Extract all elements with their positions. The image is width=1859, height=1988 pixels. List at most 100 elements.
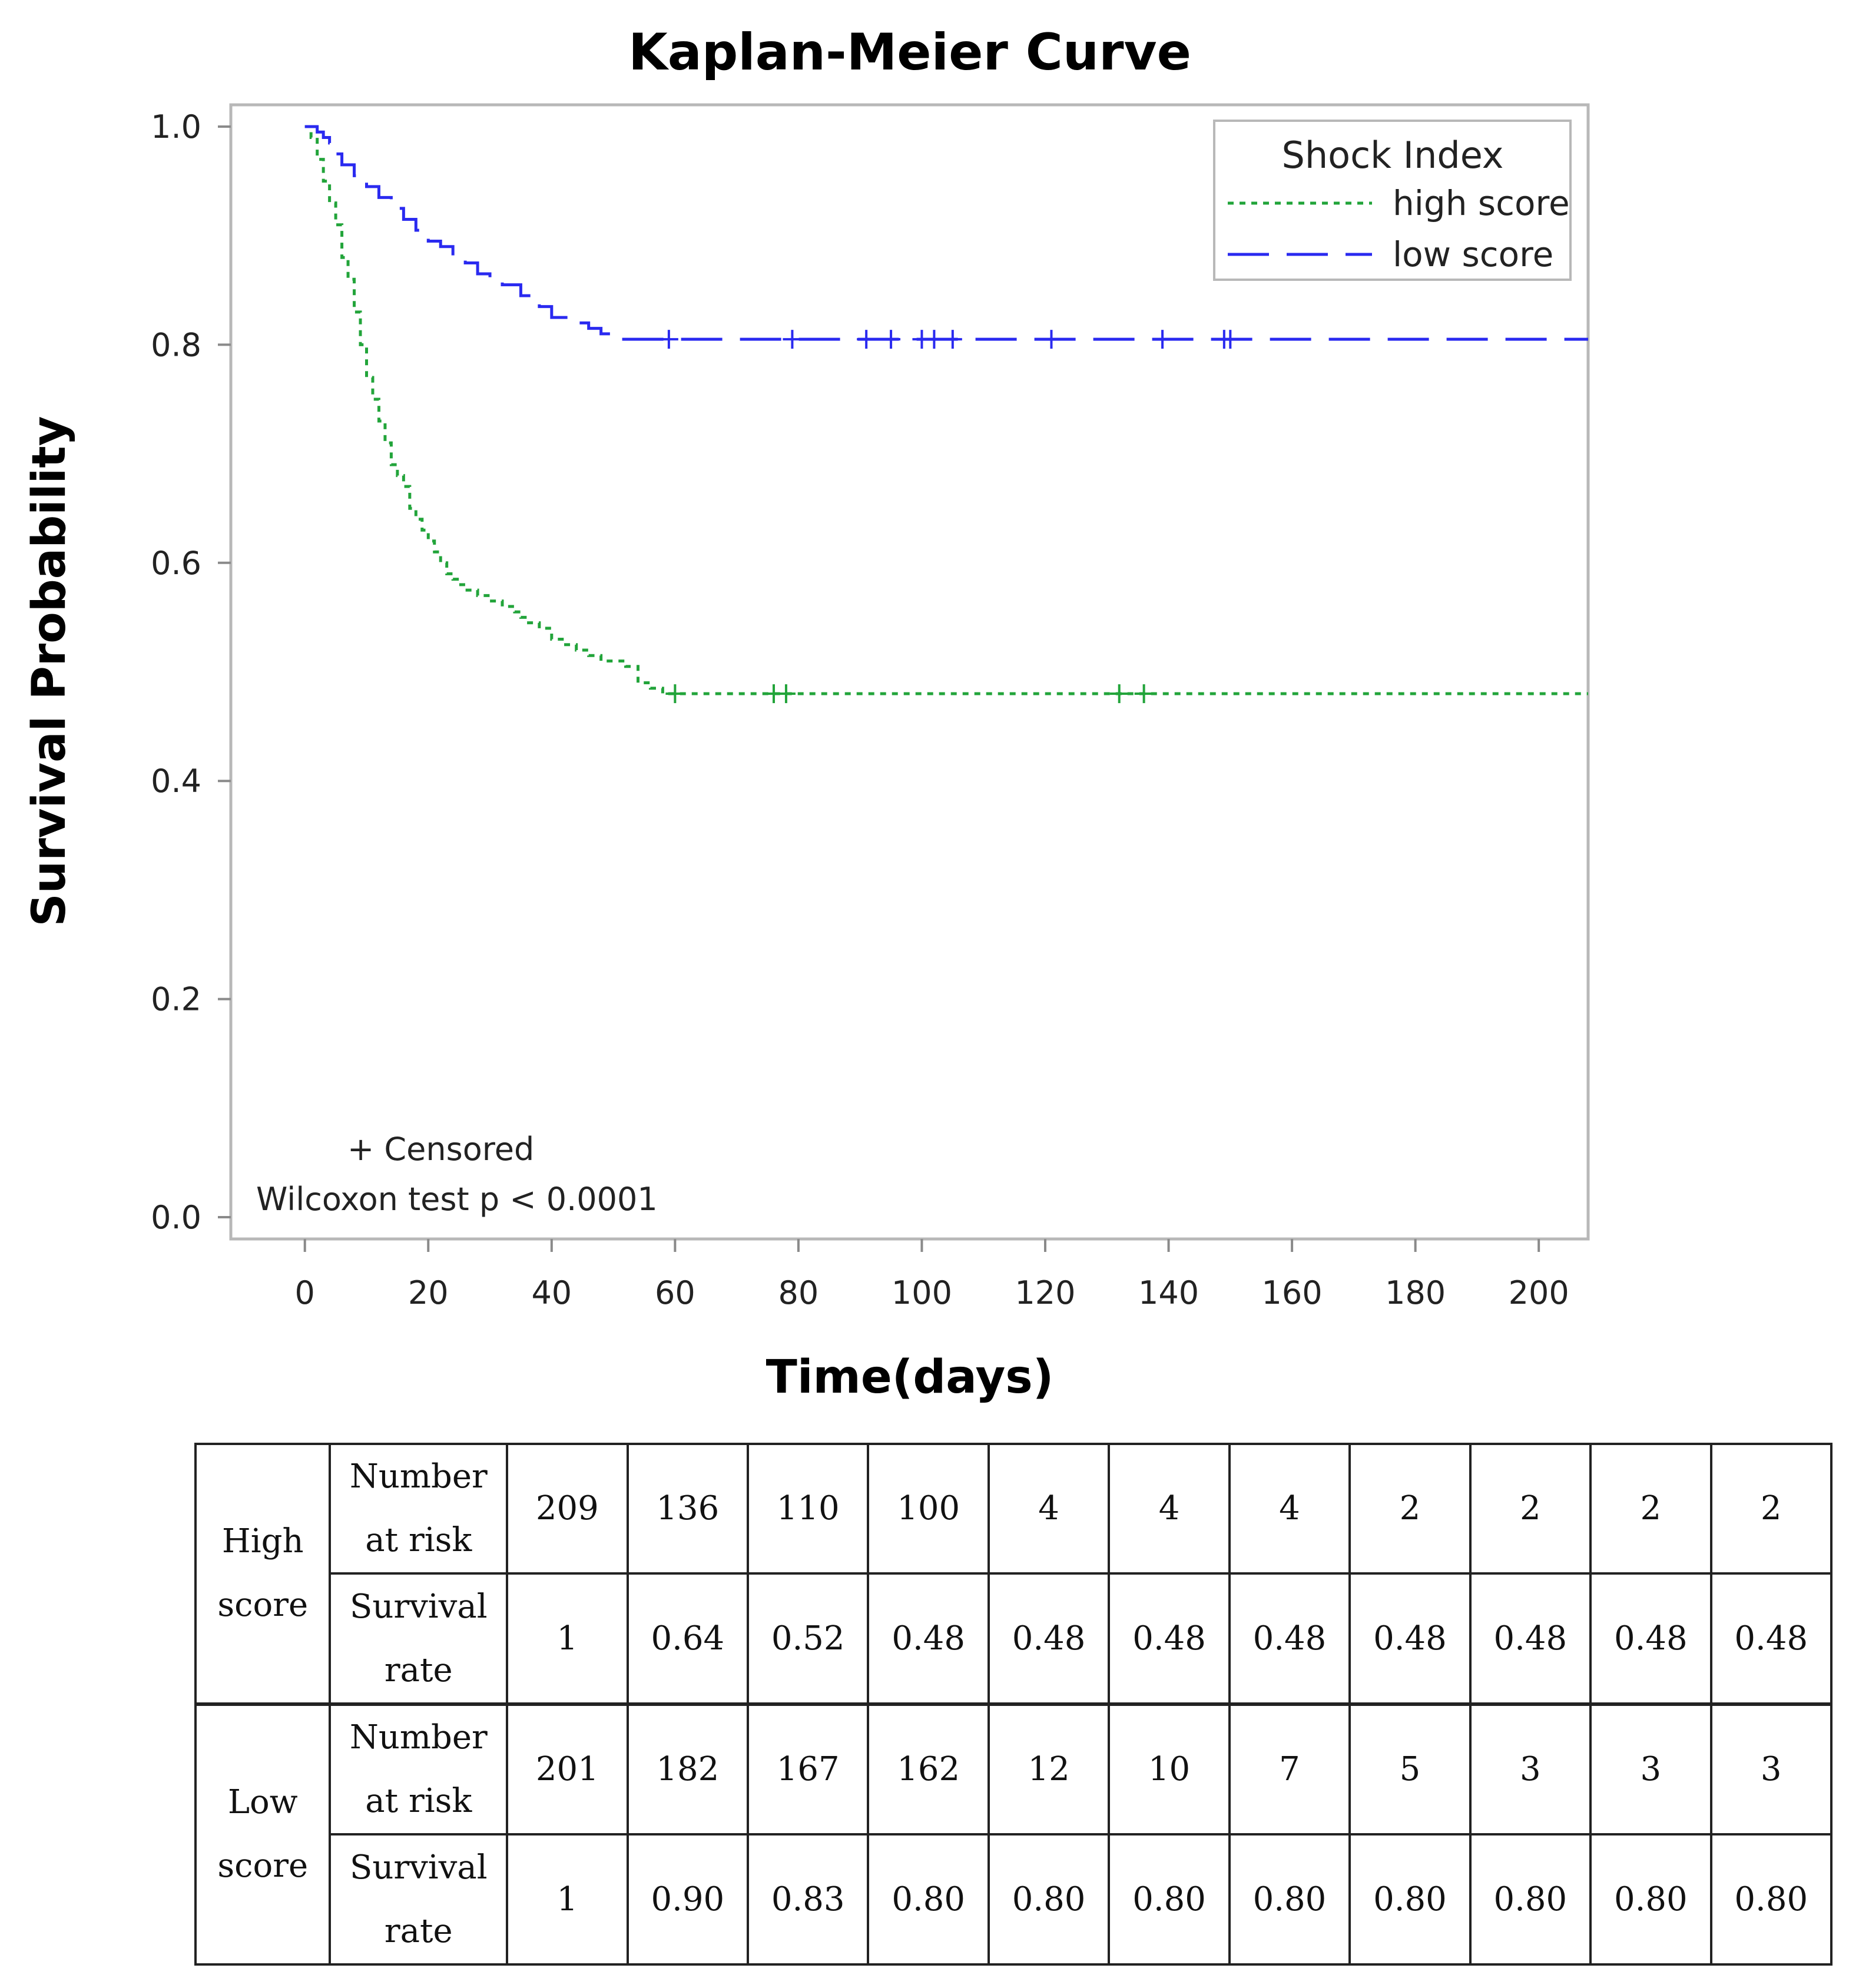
table-cell: 7 xyxy=(1228,1702,1351,1836)
chart-title: Kaplan-Meier Curve xyxy=(628,23,1191,82)
table-cell: 0.48 xyxy=(1348,1572,1472,1705)
table-cell: 0.64 xyxy=(626,1572,750,1705)
table-cell: 209 xyxy=(506,1442,629,1575)
series-layer xyxy=(304,125,1588,695)
table-cell: 167 xyxy=(746,1702,870,1836)
table-cell: 0.80 xyxy=(1589,1833,1712,1966)
legend-box xyxy=(1213,120,1572,281)
row-label-line: at risk xyxy=(365,1521,472,1560)
table-cell: 1 xyxy=(506,1833,629,1966)
table-cell: 0.80 xyxy=(1709,1833,1833,1966)
x-tick-label: 180 xyxy=(1385,1274,1446,1311)
table-cell: 0.48 xyxy=(1108,1572,1231,1705)
group-label-line: score xyxy=(217,1847,309,1886)
table-cell: 0.48 xyxy=(1709,1572,1833,1705)
table-cell: 10 xyxy=(1108,1702,1231,1836)
table-cell: 0.83 xyxy=(746,1833,870,1966)
table-cell: 4 xyxy=(1228,1442,1351,1575)
group-label-high: High score xyxy=(194,1443,332,1705)
km-chart: Kaplan-Meier Curve 0 20 40 60 80 100 120 140 160… xyxy=(23,23,1590,1404)
row-label-survival-rate: Survival rate xyxy=(329,1833,509,1966)
table-cell: 0.48 xyxy=(1469,1572,1592,1705)
group-label-line: score xyxy=(217,1586,309,1625)
table-cell: 0.80 xyxy=(1108,1833,1231,1966)
table-cell: 0.80 xyxy=(867,1833,990,1966)
x-tick-label: 160 xyxy=(1262,1274,1323,1311)
table-cell: 4 xyxy=(1108,1442,1231,1575)
row-label-line: rate xyxy=(384,1651,453,1689)
table-cell: 0.80 xyxy=(1469,1833,1592,1966)
x-tick-label: 80 xyxy=(778,1274,819,1311)
table-cell: 3 xyxy=(1469,1702,1592,1836)
legend-title: Shock Index xyxy=(1282,134,1504,177)
table-cell: 12 xyxy=(987,1702,1111,1836)
table-cell: 0.48 xyxy=(1228,1572,1351,1705)
row-label-line: Number xyxy=(349,1457,488,1496)
risk-row-low-number: Low score Number at risk 201 182 167 162… xyxy=(194,1702,1833,1966)
table-cell: 162 xyxy=(867,1702,990,1836)
risk-row-high-survival: Survival rate 1 0.64 0.52 0.48 0.48 0.48… xyxy=(195,1572,1833,1705)
table-cell: 0.80 xyxy=(987,1833,1111,1966)
table-cell: 0.52 xyxy=(746,1572,870,1705)
km-curve-high-score xyxy=(304,125,1588,695)
table-cell: 0.48 xyxy=(1589,1572,1712,1705)
table-cell: 5 xyxy=(1348,1702,1472,1836)
legend-label-low-score: low score xyxy=(1393,234,1553,274)
table-cell: 3 xyxy=(1589,1702,1712,1836)
table-cell: 136 xyxy=(626,1442,750,1575)
row-label-line: Survival xyxy=(349,1587,488,1626)
table-cell: 0.80 xyxy=(1228,1833,1351,1966)
y-tick-label: 0.6 xyxy=(151,545,201,582)
axes: 0 20 40 60 80 100 120 140 160 180 200 0.0 0.2 0.4 0.6 0… xyxy=(151,108,1569,1311)
censor-layer xyxy=(659,330,1240,704)
group-label-line: High xyxy=(221,1522,304,1561)
row-label-line: at risk xyxy=(365,1782,472,1821)
row-label-survival-rate: Survival rate xyxy=(329,1572,509,1705)
censored-note: + Censored xyxy=(347,1131,534,1168)
x-tick-label: 200 xyxy=(1509,1274,1569,1311)
x-axis-title: Time(days) xyxy=(766,1351,1054,1404)
row-label-line: rate xyxy=(384,1911,453,1950)
table-cell: 2 xyxy=(1348,1442,1472,1575)
table-cell: 2 xyxy=(1589,1442,1712,1575)
x-tick-label: 100 xyxy=(892,1274,952,1311)
y-axis-title: Survival Probability xyxy=(23,416,76,927)
risk-row-high-number: High score Number at risk 209 136 110 10… xyxy=(194,1442,1833,1705)
row-label-number-at-risk: Number at risk xyxy=(329,1702,509,1836)
y-tick-label: 0.2 xyxy=(151,981,201,1018)
x-tick-label: 20 xyxy=(408,1274,449,1311)
legend-label-high-score: high score xyxy=(1393,183,1570,223)
table-cell: 4 xyxy=(987,1442,1111,1575)
wilcoxon-note: Wilcoxon test p < 0.0001 xyxy=(256,1181,658,1218)
table-cell: 0.48 xyxy=(987,1572,1111,1705)
x-tick-label: 0 xyxy=(295,1274,315,1311)
y-tick-label: 0.0 xyxy=(151,1199,201,1236)
row-label-line: Survival xyxy=(349,1848,488,1887)
group-label-low: Low score xyxy=(194,1702,332,1966)
row-label-number-at-risk: Number at risk xyxy=(329,1442,509,1575)
table-cell: 201 xyxy=(506,1702,629,1836)
x-tick-label: 60 xyxy=(655,1274,695,1311)
y-tick-label: 0.4 xyxy=(151,763,201,800)
plot-frame xyxy=(229,103,1590,1241)
table-cell: 110 xyxy=(746,1442,870,1575)
x-tick-label: 140 xyxy=(1138,1274,1199,1311)
table-cell: 0.80 xyxy=(1348,1833,1472,1966)
row-label-line: Number xyxy=(349,1718,488,1757)
y-tick-label: 1.0 xyxy=(151,108,201,145)
x-tick-label: 40 xyxy=(531,1274,572,1311)
table-cell: 1 xyxy=(506,1572,629,1705)
table-cell: 0.90 xyxy=(626,1833,750,1966)
table-cell: 3 xyxy=(1709,1702,1833,1836)
group-label-line: Low xyxy=(227,1783,298,1822)
legend: Shock Index high score low score xyxy=(1213,120,1572,281)
table-cell: 2 xyxy=(1709,1442,1833,1575)
km-curve-low-score xyxy=(304,125,1588,341)
table-cell: 2 xyxy=(1469,1442,1592,1575)
table-cell: 0.48 xyxy=(867,1572,990,1705)
y-tick-label: 0.8 xyxy=(151,326,201,363)
risk-table: High score Number at risk 209 136 110 10… xyxy=(194,1442,1833,1966)
x-tick-label: 120 xyxy=(1015,1274,1075,1311)
risk-row-low-survival: Survival rate 1 0.90 0.83 0.80 0.80 0.80… xyxy=(195,1833,1833,1966)
table-cell: 182 xyxy=(626,1702,750,1836)
